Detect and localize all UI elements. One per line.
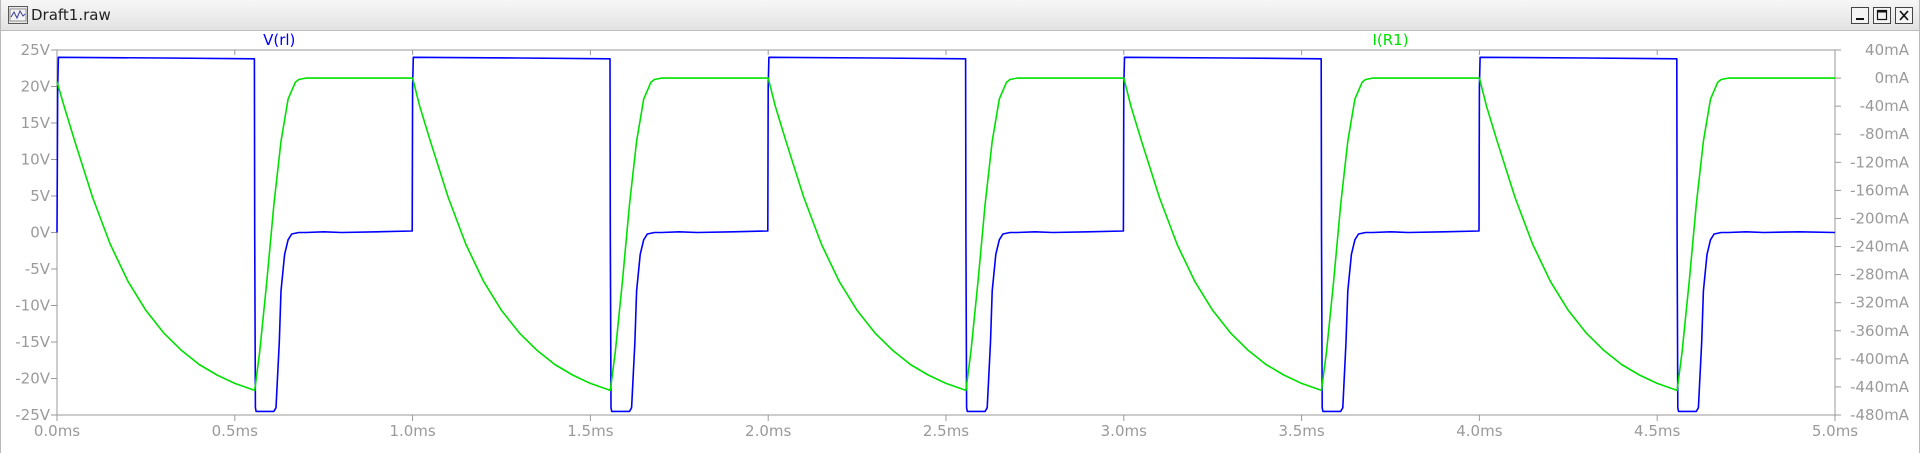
minimize-button[interactable] (1851, 7, 1869, 24)
x-tick-label: 1.0ms (389, 422, 435, 440)
x-tick-label: 4.5ms (1634, 422, 1680, 440)
y-right-tick-label: -240mA (1850, 238, 1910, 256)
x-tick-label: 3.0ms (1101, 422, 1147, 440)
y-right-tick-label: 0mA (1875, 69, 1910, 87)
plot-area[interactable]: 25V 20V 15V 10V 5V 0V -5V -10V -15V -20V -25V 40mA 0… (1, 31, 1919, 453)
x-tick-label: 3.5ms (1278, 422, 1324, 440)
legend-i-r1[interactable]: I(R1) (1372, 31, 1408, 49)
y-left-tick-label: -5V (25, 260, 51, 278)
x-tick-label: 0.5ms (212, 422, 258, 440)
y-right-tick-label: -440mA (1850, 378, 1910, 396)
x-tick-label: 4.0ms (1456, 422, 1502, 440)
close-button[interactable] (1895, 7, 1913, 24)
y-right-tick-label: -360mA (1850, 322, 1910, 340)
series-line-i-r1[interactable] (56, 77, 1835, 392)
y-right-tick-label: -400mA (1850, 350, 1910, 368)
y-right-tick-label: -160mA (1850, 181, 1910, 199)
y-right-tick-label: -200mA (1850, 209, 1910, 227)
x-tick-label: 5.0ms (1812, 422, 1858, 440)
y-right-tick-label: 40mA (1865, 41, 1910, 59)
x-tick-label: 0.0ms (34, 422, 80, 440)
y-left-tick-label: -10V (15, 297, 50, 315)
y-left-tick-label: -20V (15, 370, 50, 388)
y-left-tick-label: 10V (21, 151, 51, 169)
y-right-tick-label: -120mA (1850, 153, 1910, 171)
title-bar[interactable]: Draft1.raw (1, 0, 1919, 31)
y-right-tick-label: -80mA (1860, 125, 1910, 143)
y-right-tick-label: -480mA (1850, 406, 1910, 424)
y-right-tick-label: -320mA (1850, 294, 1910, 312)
x-tick-label: 2.0ms (745, 422, 791, 440)
maximize-button[interactable] (1873, 7, 1891, 24)
y-left-tick-label: 25V (21, 41, 51, 59)
y-left-tick-label: 5V (30, 187, 51, 205)
x-tick-label: 2.5ms (923, 422, 969, 440)
y-left-tick-label: 20V (21, 78, 51, 96)
y-left-tick-label: 0V (30, 224, 51, 242)
series-line-v-rl[interactable] (56, 56, 1836, 413)
window-controls (1851, 7, 1913, 24)
y-left-tick-label: -25V (15, 406, 50, 424)
y-right-tick-label: -280mA (1850, 266, 1910, 284)
waveform-chart[interactable]: 25V 20V 15V 10V 5V 0V -5V -10V -15V -20V -25V 40mA 0… (1, 31, 1919, 453)
waveform-app-icon (8, 6, 28, 24)
y-left-tick-label: -15V (15, 333, 50, 351)
window-title: Draft1.raw (31, 6, 111, 24)
x-tick-label: 1.5ms (567, 422, 613, 440)
y-left-tick-label: 15V (21, 114, 51, 132)
legend-v-rl[interactable]: V(rl) (263, 31, 295, 49)
y-right-tick-label: -40mA (1860, 97, 1910, 115)
